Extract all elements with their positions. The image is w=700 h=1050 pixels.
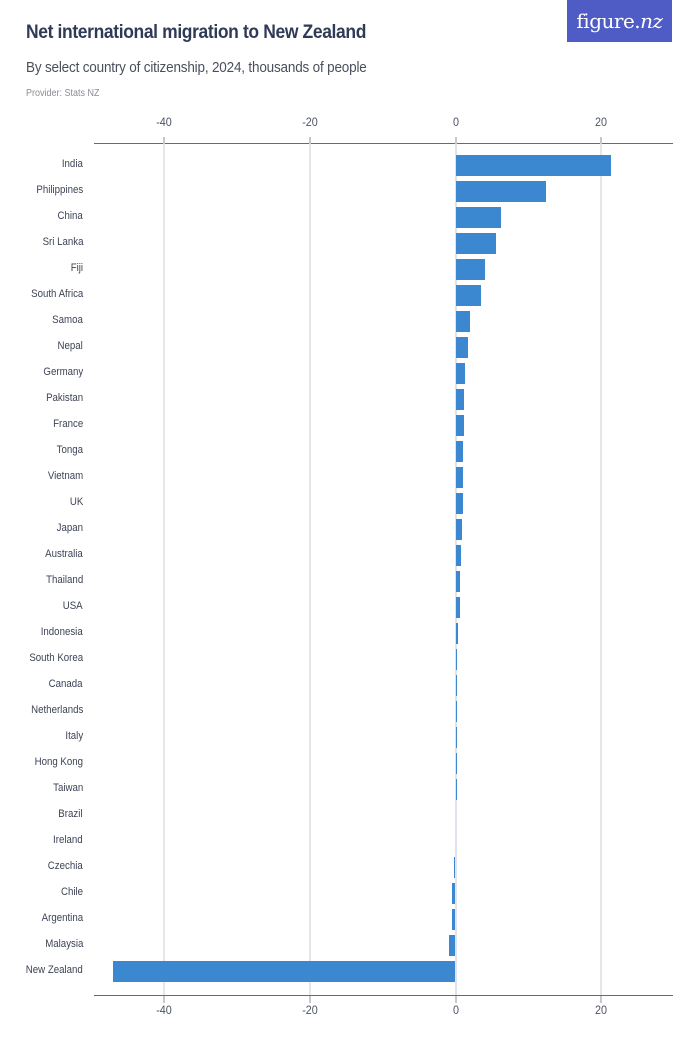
category-label: Hong Kong xyxy=(34,756,83,768)
category-label: Italy xyxy=(65,730,83,742)
bar[interactable] xyxy=(455,336,468,358)
top-tick xyxy=(600,137,603,144)
bar[interactable] xyxy=(455,414,464,436)
gridline xyxy=(454,144,457,995)
category-label: China xyxy=(57,210,83,222)
bar[interactable] xyxy=(455,388,465,410)
category-label: South Africa xyxy=(30,288,83,300)
bar[interactable] xyxy=(455,596,460,618)
bar[interactable] xyxy=(455,726,457,748)
gridline xyxy=(308,144,311,995)
bar[interactable] xyxy=(451,908,456,930)
bar[interactable] xyxy=(455,362,465,384)
category-label: Nepal xyxy=(57,340,83,352)
bar[interactable] xyxy=(455,674,457,696)
category-label: Sri Lanka xyxy=(42,236,83,248)
gridline xyxy=(163,144,166,995)
bar[interactable] xyxy=(455,466,463,488)
bar[interactable] xyxy=(455,440,464,462)
bar[interactable] xyxy=(455,570,461,592)
category-label: Tonga xyxy=(56,444,83,456)
bar[interactable] xyxy=(455,492,463,514)
bottom-tick-label: 0 xyxy=(452,1003,459,1017)
category-label: Samoa xyxy=(52,314,83,326)
bar[interactable] xyxy=(455,648,458,670)
chart-subtitle: By select country of citizenship, 2024, … xyxy=(26,59,367,76)
category-label: India xyxy=(62,158,83,170)
bar[interactable] xyxy=(455,700,457,722)
bar[interactable] xyxy=(113,960,456,982)
bottom-tick xyxy=(454,996,457,1003)
category-label: France xyxy=(52,418,83,430)
category-label: Canada xyxy=(49,678,83,690)
category-label: Chile xyxy=(60,886,83,898)
category-label: Ireland xyxy=(53,834,83,846)
category-label: UK xyxy=(69,496,83,508)
bar[interactable] xyxy=(455,518,462,540)
gridline xyxy=(600,144,603,995)
bar[interactable] xyxy=(455,544,461,566)
category-label: Pakistan xyxy=(45,392,83,404)
bar[interactable] xyxy=(455,206,502,228)
bar[interactable] xyxy=(448,934,456,956)
bottom-tick-label: -40 xyxy=(156,1003,173,1017)
top-tick-label: 20 xyxy=(595,115,608,129)
category-label: Germany xyxy=(43,366,83,378)
bar[interactable] xyxy=(455,284,481,306)
bottom-tick xyxy=(600,996,603,1003)
provider-credit: Provider: Stats NZ xyxy=(26,88,100,99)
bar[interactable] xyxy=(455,310,471,332)
bar[interactable] xyxy=(455,232,497,254)
category-label: Indonesia xyxy=(41,626,83,638)
top-tick-label: 0 xyxy=(452,115,459,129)
bottom-tick xyxy=(308,996,311,1003)
logo-text: figure. xyxy=(576,9,641,33)
category-label: Thailand xyxy=(45,574,83,586)
chart-title: Net international migration to New Zeala… xyxy=(26,22,367,43)
category-label: Taiwan xyxy=(52,782,83,794)
top-tick xyxy=(454,137,457,144)
top-tick xyxy=(163,137,166,144)
bar[interactable] xyxy=(455,258,485,280)
bar[interactable] xyxy=(455,622,459,644)
category-label: Fiji xyxy=(70,262,83,274)
category-label: Philippines xyxy=(36,184,83,196)
category-label: Czechia xyxy=(48,860,83,872)
bottom-tick-label: -20 xyxy=(302,1003,318,1017)
category-label: Vietnam xyxy=(47,470,83,482)
top-tick xyxy=(308,137,311,144)
category-label: Australia xyxy=(45,548,83,560)
category-label: Brazil xyxy=(58,808,83,820)
category-label: Argentina xyxy=(41,912,83,924)
category-label: Japan xyxy=(56,522,83,534)
category-label: New Zealand xyxy=(25,964,83,976)
bar[interactable] xyxy=(455,180,546,202)
top-axis-line xyxy=(94,143,673,144)
category-label: Malaysia xyxy=(44,938,83,950)
bar[interactable] xyxy=(455,154,612,176)
top-tick-label: -20 xyxy=(302,115,318,129)
category-label: Netherlands xyxy=(30,704,83,716)
bar[interactable] xyxy=(454,856,456,878)
category-label: USA xyxy=(63,600,83,612)
bottom-tick xyxy=(163,996,166,1003)
category-label: South Korea xyxy=(29,652,83,664)
logo-nz-text: nz xyxy=(640,9,663,33)
bar[interactable] xyxy=(452,882,456,904)
bottom-axis-line xyxy=(94,995,673,996)
figure-nz-logo[interactable]: figure. nz xyxy=(567,0,672,42)
top-tick-label: -40 xyxy=(156,115,173,129)
bottom-tick-label: 20 xyxy=(595,1003,608,1017)
